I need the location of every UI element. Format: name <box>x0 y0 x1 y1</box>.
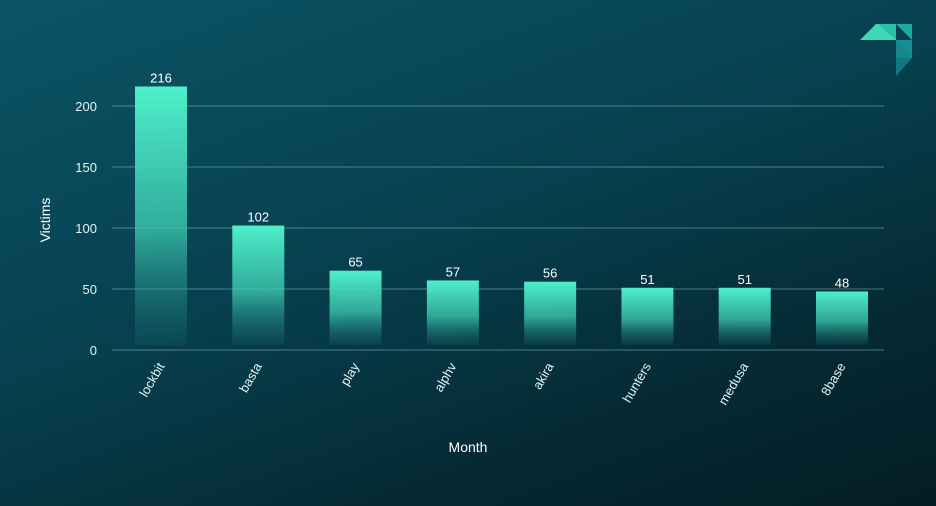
bar-alphv <box>426 280 479 345</box>
y-tick-label: 150 <box>75 160 97 175</box>
brand-logo-icon <box>860 24 912 76</box>
x-axis-ticks: lockbit basta play alphv akira hunters medusa 8… <box>136 359 848 407</box>
bar-hunters <box>621 287 674 345</box>
bar-8base <box>816 291 868 345</box>
data-label: 51 <box>737 272 751 287</box>
x-tick-label: 8base <box>818 360 849 398</box>
x-tick-label: akira <box>530 359 557 392</box>
bar-play <box>329 270 382 345</box>
y-tick-label: 50 <box>83 282 97 297</box>
x-tick-label: lockbit <box>136 360 168 400</box>
bars <box>135 86 868 345</box>
x-axis-title: Month <box>449 439 488 455</box>
data-label: 56 <box>543 266 557 281</box>
y-tick-label: 200 <box>75 99 97 114</box>
data-label: 51 <box>640 272 654 287</box>
data-labels: 216 102 65 57 56 51 51 48 <box>150 70 849 290</box>
bar-medusa <box>718 287 771 345</box>
data-label: 65 <box>348 255 362 270</box>
x-tick-label: basta <box>236 359 265 395</box>
x-tick-label: alphv <box>431 360 460 395</box>
data-label: 48 <box>835 275 849 290</box>
y-tick-label: 0 <box>90 343 97 358</box>
data-label: 57 <box>446 264 460 279</box>
bar-akira <box>524 281 577 345</box>
bar-basta <box>232 225 285 345</box>
y-tick-label: 100 <box>75 221 97 236</box>
x-tick-label: play <box>337 360 362 389</box>
data-label: 216 <box>150 70 172 85</box>
x-tick-label: medusa <box>715 359 751 407</box>
y-axis-title: Victims <box>37 198 53 243</box>
bar-lockbit <box>135 86 187 345</box>
y-axis-ticks: 0 50 100 150 200 <box>75 99 97 358</box>
data-label: 102 <box>247 210 269 225</box>
x-tick-label: hunters <box>619 360 654 405</box>
